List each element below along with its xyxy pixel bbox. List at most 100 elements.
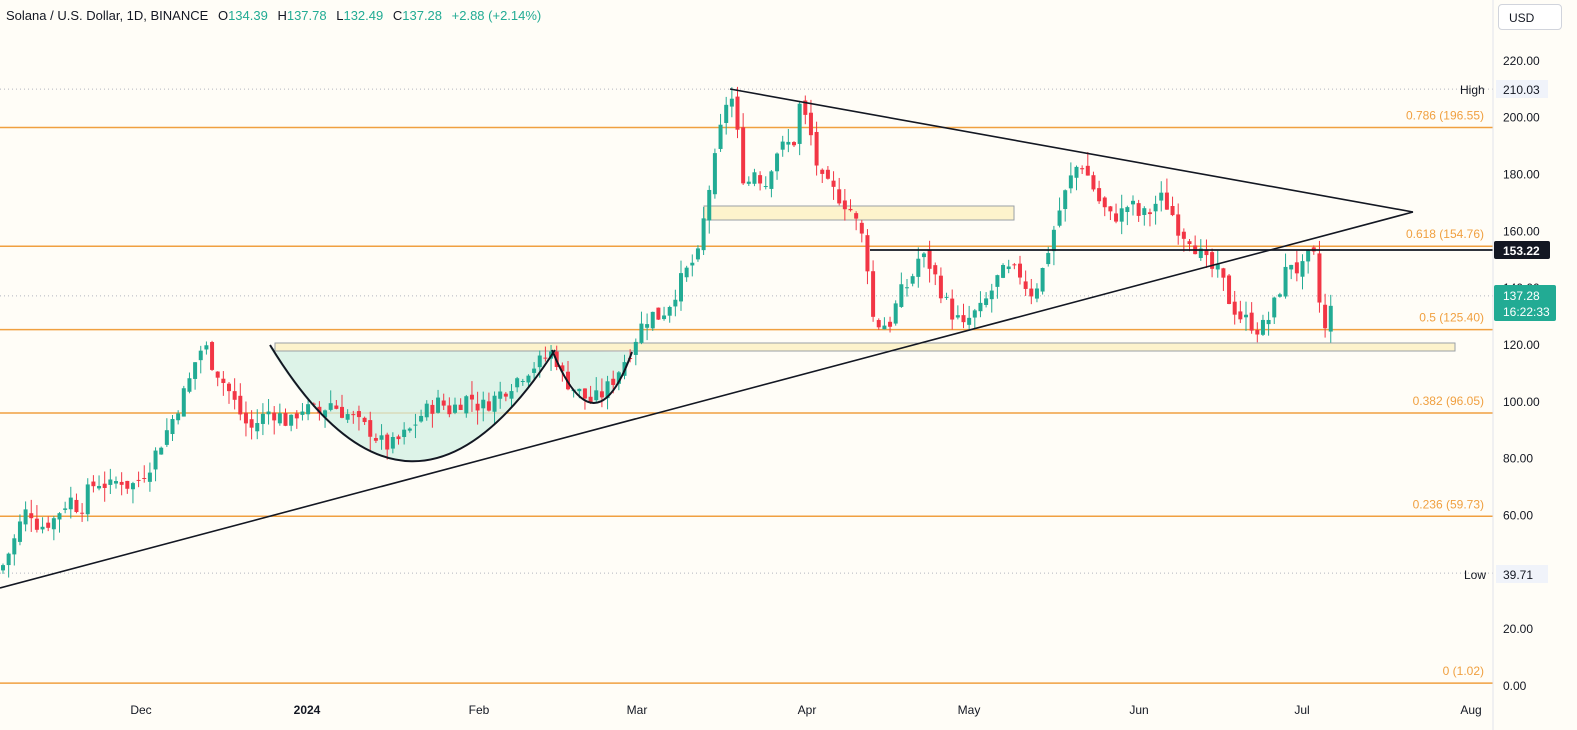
y-tick-label: 100.00	[1503, 395, 1540, 409]
close-value: 137.28	[402, 8, 443, 23]
fib-level-label: 0.382 (96.05)	[1413, 394, 1484, 408]
grid-lines	[0, 88, 1493, 574]
candle	[1142, 206, 1147, 226]
candle	[1170, 196, 1175, 217]
candle	[984, 292, 989, 308]
candle	[515, 376, 520, 393]
candle	[85, 478, 90, 522]
candle	[792, 141, 796, 148]
low-marker-value: 39.71	[1503, 568, 1533, 582]
candle	[91, 475, 96, 493]
high-label: H	[277, 8, 287, 23]
price-tag-value: 137.28	[1503, 289, 1540, 303]
candle	[1283, 253, 1288, 299]
candle	[1306, 249, 1311, 274]
candle	[1164, 178, 1169, 210]
low-value: 132.49	[343, 8, 384, 23]
fib-level-label: 0.786 (196.55)	[1406, 108, 1484, 122]
candle	[978, 291, 983, 318]
candle	[633, 338, 638, 366]
candle	[170, 415, 175, 441]
candle	[842, 188, 847, 221]
candle	[1034, 283, 1039, 303]
candle	[662, 306, 667, 321]
candle	[1232, 290, 1237, 325]
candle	[373, 433, 378, 444]
y-tick-label: 180.00	[1503, 167, 1540, 181]
low-marker-label: Low	[1464, 568, 1486, 582]
candle	[492, 391, 497, 426]
candle	[413, 413, 418, 439]
candle	[1029, 278, 1034, 305]
candle	[763, 176, 768, 190]
candle	[164, 418, 169, 447]
time-axis[interactable]: Dec 2024 Feb Mar Apr May Jun Jul Aug	[130, 703, 1481, 717]
price-axis[interactable]: 0.0020.0040.0060.0080.00100.00120.00140.…	[1492, 0, 1540, 730]
currency-button[interactable]: USD	[1498, 4, 1562, 30]
candle	[1277, 292, 1282, 298]
candle	[424, 400, 429, 421]
candle	[379, 424, 384, 450]
y-tick-label: 160.00	[1503, 224, 1540, 238]
candle	[215, 371, 220, 387]
candle	[306, 399, 311, 421]
candle	[1153, 195, 1158, 225]
candle	[707, 185, 712, 234]
level-tag-value: 153.22	[1503, 244, 1540, 258]
candle	[808, 99, 813, 146]
candle	[289, 414, 294, 432]
candle	[481, 391, 486, 422]
candle	[119, 472, 124, 496]
candle	[690, 254, 695, 277]
level-tag-bg	[1494, 241, 1550, 259]
candle	[1266, 311, 1271, 336]
fib-level-label: 0.236 (59.73)	[1413, 497, 1484, 511]
x-tick-label: Aug	[1460, 703, 1481, 717]
candle	[23, 501, 28, 532]
candle	[1221, 267, 1226, 291]
candle	[187, 372, 192, 394]
candle	[17, 514, 22, 546]
candle	[1204, 239, 1209, 268]
y-tick-label: 0.00	[1503, 679, 1527, 693]
candle	[746, 176, 751, 186]
candle	[1018, 255, 1022, 285]
candle	[328, 390, 333, 412]
candle	[1238, 300, 1243, 324]
high-marker-value: 210.03	[1503, 83, 1540, 97]
candle	[950, 289, 955, 330]
candle	[6, 552, 11, 578]
candle	[97, 475, 102, 491]
y-tick-label: 80.00	[1503, 452, 1533, 466]
candle	[210, 340, 215, 371]
candle	[1102, 196, 1107, 217]
candle	[933, 262, 938, 286]
candle	[114, 476, 118, 489]
candle	[300, 403, 305, 421]
candle	[102, 471, 107, 502]
x-tick-label: 2024	[294, 703, 321, 717]
candle	[684, 265, 689, 282]
x-tick-label: May	[958, 703, 981, 717]
candle	[582, 388, 587, 410]
candle	[594, 377, 599, 404]
candle	[351, 410, 356, 424]
candle	[136, 471, 141, 488]
candle	[758, 171, 763, 191]
candle	[543, 346, 548, 362]
candle	[1249, 302, 1254, 334]
candle	[1300, 254, 1305, 290]
cup-fill	[270, 348, 632, 463]
candle	[1227, 273, 1232, 305]
candle	[1063, 189, 1068, 222]
high-value: 137.78	[286, 8, 327, 23]
candle	[1012, 262, 1017, 270]
candle	[995, 274, 1000, 299]
candle	[142, 465, 147, 483]
candle	[34, 505, 39, 533]
x-tick-label: Mar	[627, 703, 648, 717]
candle	[1006, 259, 1011, 274]
candle	[486, 392, 491, 412]
candle	[46, 516, 51, 532]
